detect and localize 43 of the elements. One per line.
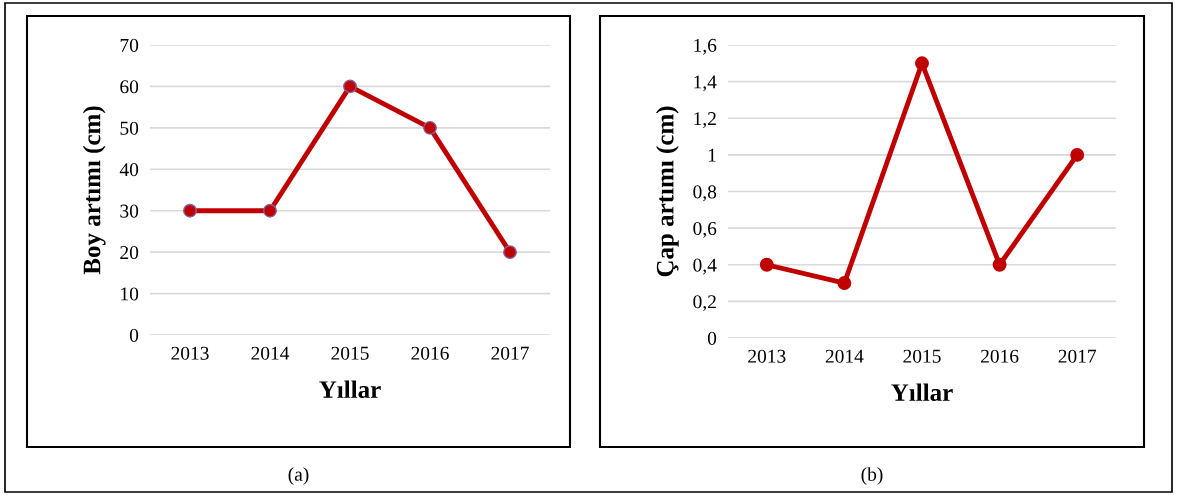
y-tick-label: 0 — [707, 331, 717, 345]
y-tick-label: 1,6 — [694, 38, 717, 55]
x-tick-label: 2015 — [331, 346, 369, 360]
point — [915, 56, 929, 71]
x-tick-label: 2015 — [903, 349, 941, 363]
y-axis-title: Boy artımı (cm) — [82, 106, 106, 275]
point — [503, 245, 517, 260]
y-axis-title: Çap artımı (cm) — [656, 106, 679, 277]
y-tick-label: 50 — [120, 121, 139, 135]
x-tick-label: 2016 — [411, 346, 449, 360]
point — [263, 203, 277, 218]
point — [992, 257, 1007, 272]
y-tick-label: 0,8 — [693, 185, 717, 202]
x-tick-label: 2014 — [825, 349, 864, 363]
y-tick-label: 0 — [129, 328, 139, 342]
y-tick-label: 0,6 — [693, 221, 717, 238]
x-tick-label: 2017 — [491, 346, 529, 360]
text: (a) — [288, 467, 309, 485]
point — [837, 276, 852, 291]
y-tick-label: 20 — [120, 245, 139, 260]
y-tick-label: 70 — [120, 38, 139, 52]
y-tick-label: 1 — [708, 148, 716, 162]
x-tick-label: 2013 — [171, 346, 209, 360]
y-tick-label: 0,2 — [693, 295, 716, 312]
x-tick-label: 2013 — [748, 349, 786, 363]
point — [343, 79, 357, 94]
y-tick-label: 1,4 — [694, 75, 717, 92]
x-axis-title: Yıllar — [319, 380, 381, 399]
x-tick-label: 2014 — [251, 346, 290, 360]
text: (b) — [861, 467, 883, 485]
x-tick-label: 2016 — [981, 349, 1019, 363]
point — [1070, 147, 1085, 162]
y-tick-label: 40 — [119, 163, 139, 177]
y-tick-label: 0,4 — [693, 258, 717, 275]
x-axis-title: Yıllar — [891, 383, 953, 402]
x-tick-label: 2017 — [1058, 349, 1097, 363]
y-tick-label: 30 — [120, 204, 139, 218]
y-tick-label: 1,2 — [694, 112, 716, 128]
point — [759, 257, 774, 272]
y-tick-label: 60 — [120, 80, 139, 94]
point — [183, 203, 197, 218]
point — [423, 120, 437, 135]
y-tick-label: 10 — [121, 287, 139, 301]
